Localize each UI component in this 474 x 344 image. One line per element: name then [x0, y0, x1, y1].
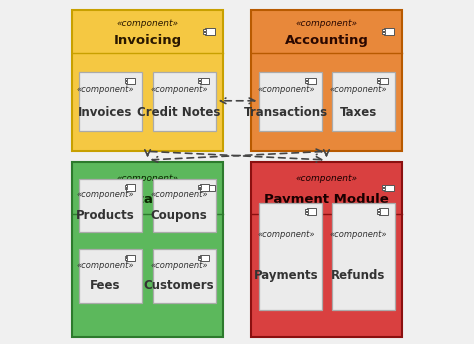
Text: «component»: «component»: [329, 230, 387, 239]
Bar: [126, 255, 136, 261]
Text: «component»: «component»: [295, 19, 357, 28]
Bar: [377, 212, 380, 214]
Bar: [305, 81, 308, 83]
Text: Products: Products: [76, 209, 135, 222]
Bar: [377, 209, 380, 211]
Bar: [200, 78, 210, 84]
Bar: [205, 184, 215, 191]
Text: «component»: «component»: [150, 85, 208, 94]
Text: Accounting: Accounting: [284, 34, 368, 47]
Bar: [307, 208, 316, 215]
Text: «component»: «component»: [76, 261, 134, 270]
Bar: [126, 184, 136, 191]
Bar: [377, 81, 380, 83]
Bar: [307, 78, 316, 84]
Text: Payments: Payments: [254, 269, 318, 282]
Bar: [79, 179, 142, 232]
Bar: [203, 185, 206, 187]
Text: Taxes: Taxes: [339, 106, 377, 118]
Text: «component»: «component»: [295, 174, 357, 183]
Bar: [203, 32, 206, 34]
Bar: [205, 28, 215, 35]
Bar: [305, 212, 308, 214]
Bar: [199, 188, 201, 190]
Bar: [72, 162, 223, 337]
Bar: [251, 162, 402, 337]
Bar: [259, 72, 322, 131]
Text: «component»: «component»: [117, 174, 179, 183]
Text: Payment Module: Payment Module: [264, 193, 389, 206]
Bar: [384, 28, 394, 35]
Bar: [125, 258, 128, 260]
Bar: [332, 72, 394, 131]
Bar: [379, 78, 388, 84]
Text: Catalog: Catalog: [119, 193, 176, 206]
Text: Transactions: Transactions: [244, 106, 328, 118]
Bar: [153, 179, 216, 232]
Bar: [153, 72, 216, 131]
Text: «component»: «component»: [150, 261, 208, 270]
Bar: [199, 256, 201, 257]
Text: «component»: «component»: [150, 190, 208, 200]
Bar: [203, 29, 206, 31]
Bar: [79, 249, 142, 303]
Bar: [125, 185, 128, 187]
Bar: [382, 185, 385, 187]
Bar: [125, 256, 128, 257]
Bar: [382, 29, 385, 31]
Bar: [125, 81, 128, 83]
Bar: [199, 258, 201, 260]
Bar: [125, 188, 128, 190]
Bar: [153, 249, 216, 303]
Bar: [203, 188, 206, 190]
Bar: [382, 32, 385, 34]
Text: Coupons: Coupons: [151, 209, 208, 222]
Bar: [200, 184, 210, 191]
Text: Fees: Fees: [90, 279, 120, 292]
Bar: [251, 10, 402, 151]
Bar: [72, 10, 223, 151]
Bar: [199, 185, 201, 187]
Text: Credit Notes: Credit Notes: [137, 106, 221, 118]
Bar: [79, 72, 142, 131]
Bar: [199, 81, 201, 83]
Text: «component»: «component»: [117, 19, 179, 28]
Bar: [384, 184, 394, 191]
Bar: [305, 78, 308, 80]
Bar: [332, 203, 394, 310]
Bar: [259, 203, 322, 310]
Text: «component»: «component»: [76, 190, 134, 200]
Bar: [377, 78, 380, 80]
Bar: [200, 255, 210, 261]
Bar: [379, 208, 388, 215]
Text: Invoices: Invoices: [78, 106, 132, 118]
Text: Customers: Customers: [144, 279, 214, 292]
Bar: [199, 78, 201, 80]
Text: Invoicing: Invoicing: [113, 34, 182, 47]
Text: «component»: «component»: [257, 230, 315, 239]
Text: «component»: «component»: [329, 85, 387, 94]
Text: «component»: «component»: [76, 85, 134, 94]
Bar: [382, 188, 385, 190]
Bar: [125, 78, 128, 80]
Bar: [305, 209, 308, 211]
Text: Refunds: Refunds: [331, 269, 385, 282]
Text: «component»: «component»: [257, 85, 315, 94]
Bar: [126, 78, 136, 84]
